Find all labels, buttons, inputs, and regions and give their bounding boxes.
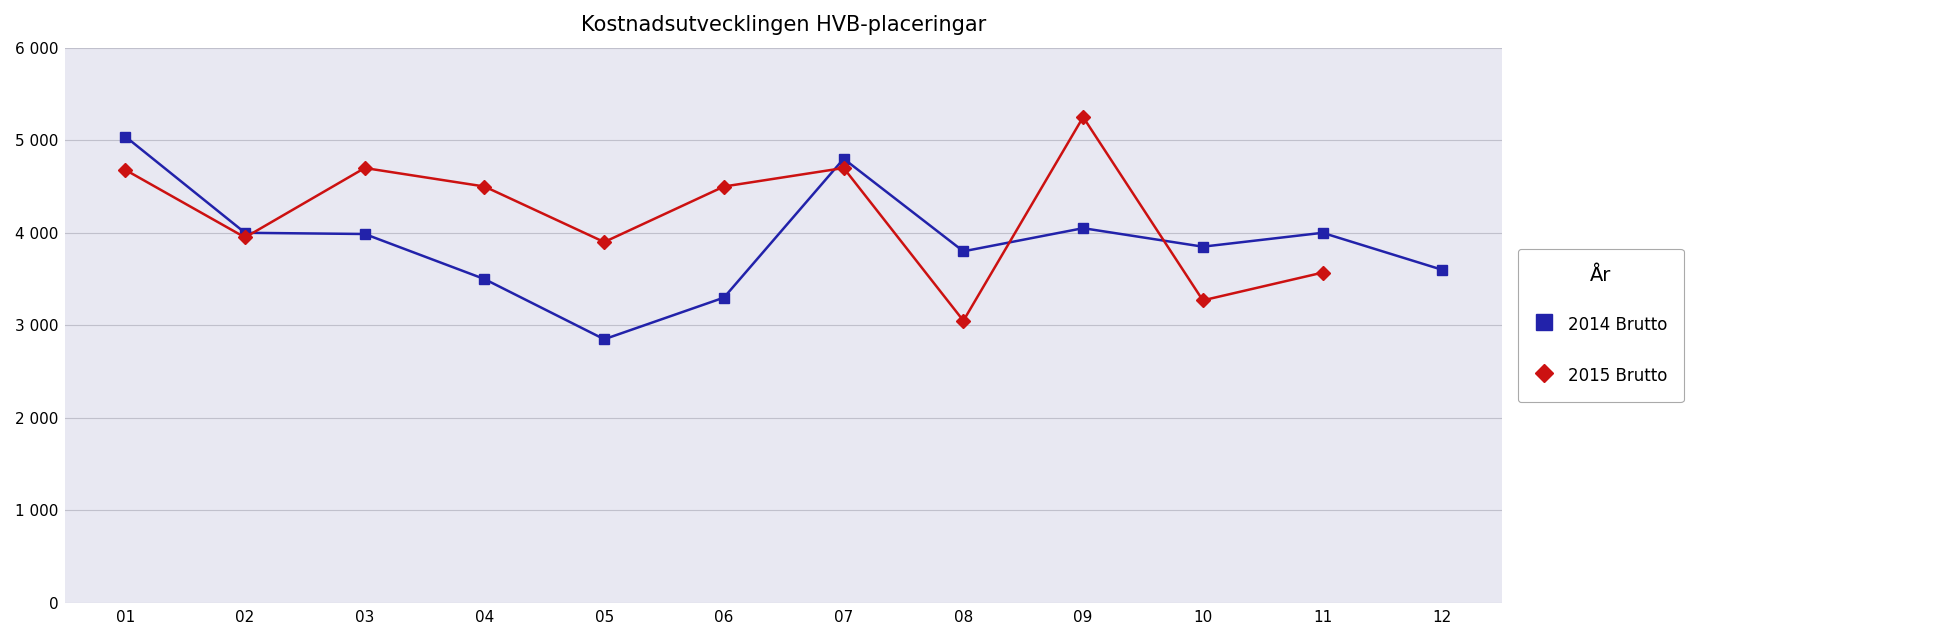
- Title: Kostnadsutvecklingen HVB-placeringar: Kostnadsutvecklingen HVB-placeringar: [582, 15, 986, 35]
- Legend: 2014 Brutto, 2015 Brutto: 2014 Brutto, 2015 Brutto: [1517, 249, 1683, 402]
